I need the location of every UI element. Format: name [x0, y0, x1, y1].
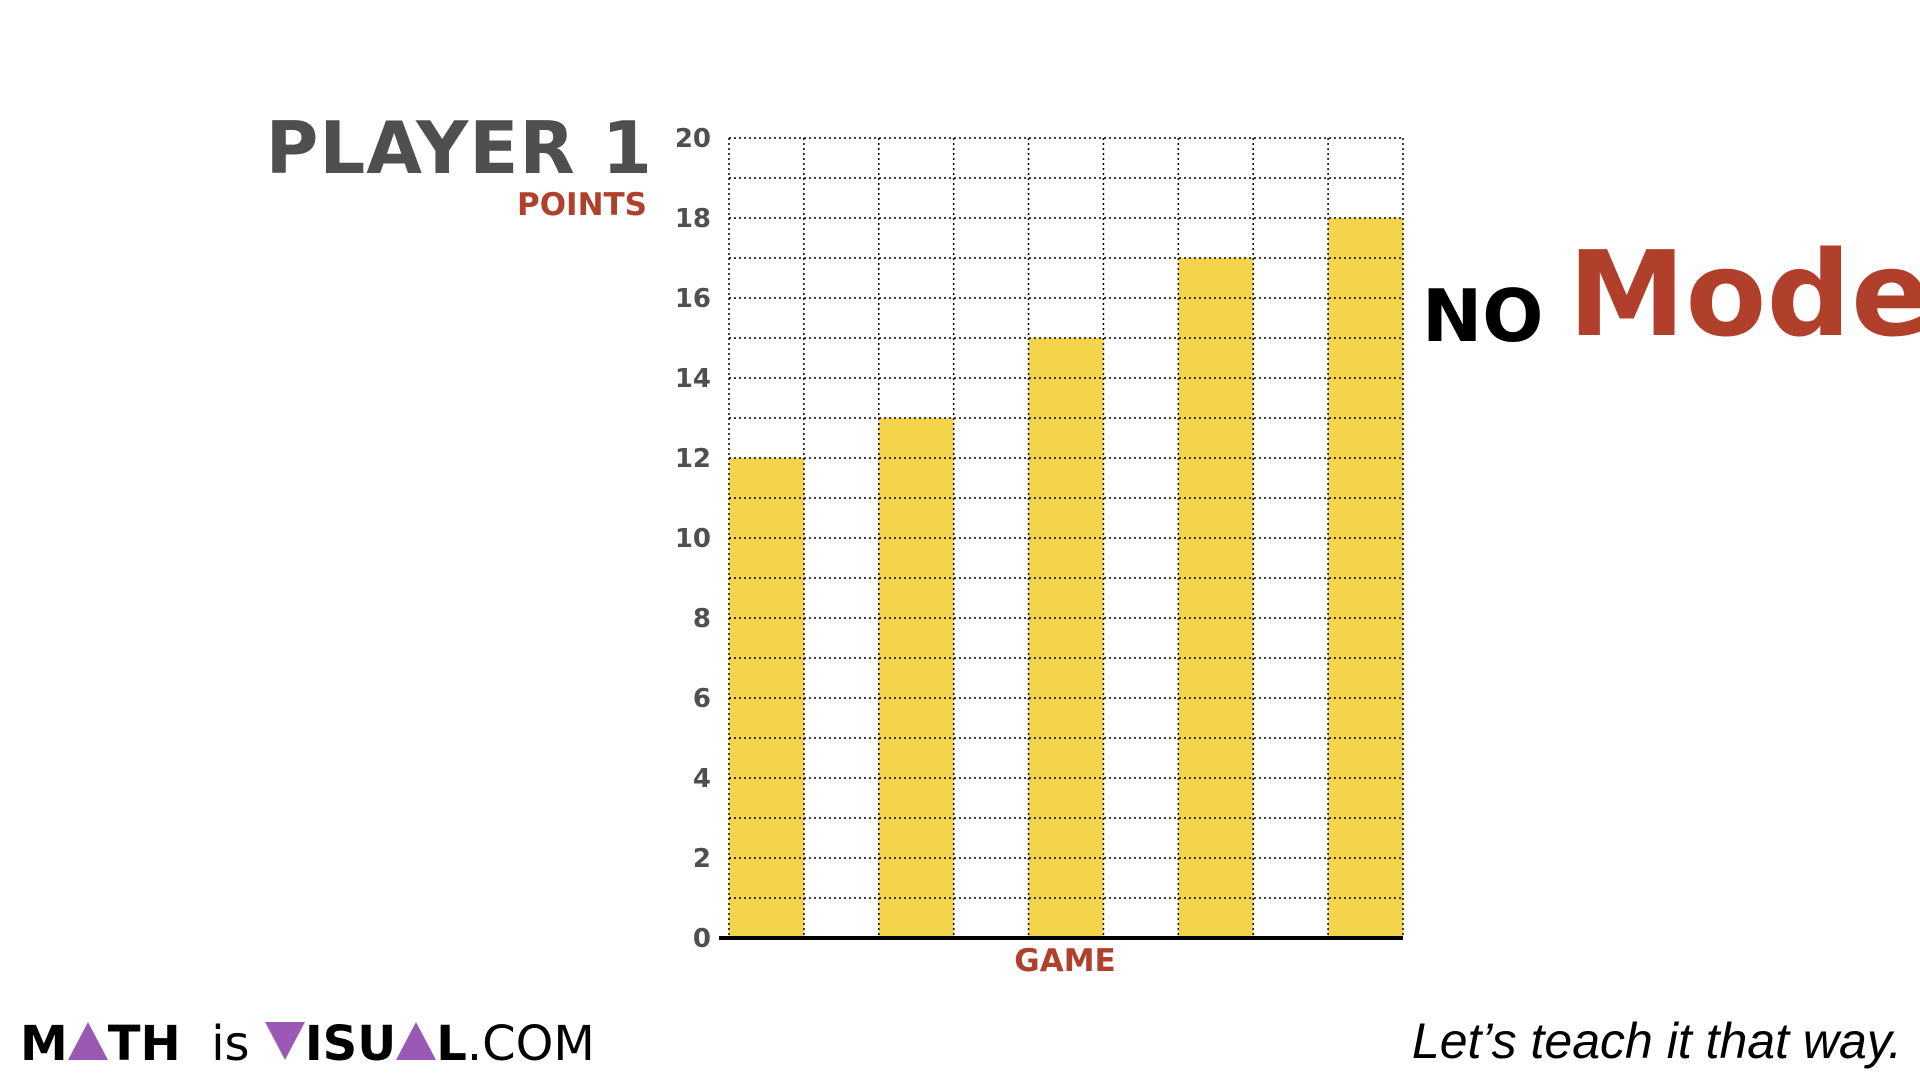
logo-com: .COM	[466, 1016, 595, 1072]
annotation-mode: Mode	[1568, 225, 1920, 363]
chart-title: PLAYER 1	[265, 106, 653, 190]
y-axis-label: POINTS	[516, 187, 647, 223]
y-tick-label: 10	[675, 524, 711, 554]
y-tick-label: 14	[675, 364, 711, 394]
annotation-no: NO	[1422, 274, 1544, 358]
logo-l: L	[436, 1016, 467, 1072]
tagline: Let’s teach it that way.	[1411, 1013, 1902, 1069]
x-axis-label: GAME	[1014, 943, 1116, 979]
triangle-down-icon	[264, 1022, 305, 1060]
y-tick-label: 0	[693, 924, 711, 954]
logo-isu: ISU	[304, 1016, 397, 1072]
y-tick-label: 4	[693, 764, 711, 794]
triangle-up-icon	[396, 1022, 437, 1060]
bar	[729, 458, 804, 938]
y-tick-label: 8	[693, 604, 711, 634]
logo: M TH is ISU L.COM	[20, 1020, 595, 1068]
logo-th: TH	[107, 1016, 181, 1072]
y-tick-label: 20	[675, 124, 711, 154]
logo-m: M	[20, 1016, 68, 1072]
triangle-up-icon	[67, 1022, 108, 1060]
y-tick-label: 12	[675, 444, 711, 474]
y-tick-label: 16	[675, 284, 711, 314]
y-tick-label: 6	[693, 684, 711, 714]
y-tick-label: 2	[693, 844, 711, 874]
bar	[1178, 258, 1254, 938]
bar	[1028, 338, 1104, 938]
bar	[878, 418, 954, 938]
y-tick-label: 18	[675, 204, 711, 234]
logo-is: is	[211, 1016, 250, 1072]
